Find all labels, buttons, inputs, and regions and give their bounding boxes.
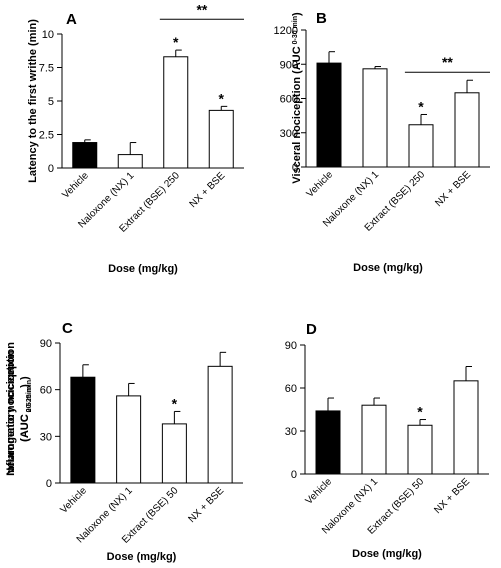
y-tick-label: 900: [280, 59, 298, 71]
y-axis-label: Visceral nociception (AUC 0-30 min): [291, 12, 303, 184]
y-tick-label: 2.5: [39, 130, 54, 142]
x-axis-label: Dose (mg/kg): [107, 551, 177, 563]
category-label: NX + BSE: [433, 169, 473, 209]
bar: [207, 365, 233, 484]
y-axis-label: Latency to the first writhe (min): [27, 19, 39, 183]
bar: [408, 124, 434, 168]
bar: [161, 423, 187, 484]
bar: [361, 404, 387, 475]
y-axis-label-line2: (AUC 0-5 min): [19, 384, 33, 442]
bar: [453, 380, 479, 475]
panel-letter: C: [62, 320, 73, 337]
significance-star: *: [417, 404, 423, 420]
y-tick-label: 300: [280, 128, 298, 140]
category-label: NX + BSE: [188, 170, 228, 210]
significance-star: *: [418, 98, 424, 114]
y-tick-label: 30: [285, 426, 297, 438]
y-tick-label: 30: [40, 431, 52, 443]
y-tick-label: 0: [291, 469, 297, 481]
category-label: Vehicle: [304, 476, 335, 507]
x-axis-label: Dose (mg/kg): [353, 262, 423, 274]
bar: [316, 62, 342, 168]
y-tick-label: 0: [48, 163, 54, 175]
category-label: Vehicle: [58, 485, 89, 516]
bar: [407, 424, 433, 475]
y-axis-label-line2: (AUC 20-25 min): [19, 376, 33, 442]
y-tick-label: 90: [285, 340, 297, 352]
panel-letter: D: [306, 321, 317, 338]
significance-bracket-label: **: [196, 1, 207, 17]
bar: [163, 56, 189, 169]
x-axis-label: Dose (mg/kg): [352, 548, 422, 560]
category-label: Vehicle: [305, 169, 336, 200]
category-label: Vehicle: [60, 170, 91, 201]
panel-letter: A: [66, 11, 77, 28]
y-tick-label: 60: [285, 383, 297, 395]
bar: [208, 109, 234, 169]
y-tick-label: 60: [40, 385, 52, 397]
significance-star: *: [219, 90, 225, 106]
y-tick-label: 0: [292, 162, 298, 174]
x-axis-label: Dose (mg/kg): [108, 263, 178, 275]
panel-letter: B: [316, 10, 327, 27]
y-axis-label: Neurogenic nociception: [5, 350, 17, 476]
bar: [117, 154, 143, 169]
y-tick-label: 1200: [274, 25, 298, 37]
panel-c: C 0 30 60 90 Neurogenic nociception (AUC 0-5 m…: [5, 320, 243, 563]
y-tick-label: 5: [48, 96, 54, 108]
category-label: NX + BSE: [432, 476, 472, 516]
y-tick-label: 7.5: [39, 63, 54, 75]
bar: [362, 68, 388, 168]
bar: [454, 92, 480, 168]
category-label: NX + BSE: [186, 485, 226, 525]
y-tick-label: 10: [42, 29, 54, 41]
significance-bracket-label: **: [442, 54, 453, 70]
bar: [315, 410, 341, 475]
y-tick-label: 90: [40, 338, 52, 350]
bar: [72, 142, 98, 169]
y-axis-label: Inflammatory nociception: [5, 342, 17, 476]
significance-star: *: [172, 395, 178, 411]
significance-star: *: [173, 34, 179, 50]
bar: [116, 395, 142, 484]
y-tick-label: 600: [280, 94, 298, 106]
bar: [70, 376, 96, 484]
y-tick-label: 0: [46, 478, 52, 490]
